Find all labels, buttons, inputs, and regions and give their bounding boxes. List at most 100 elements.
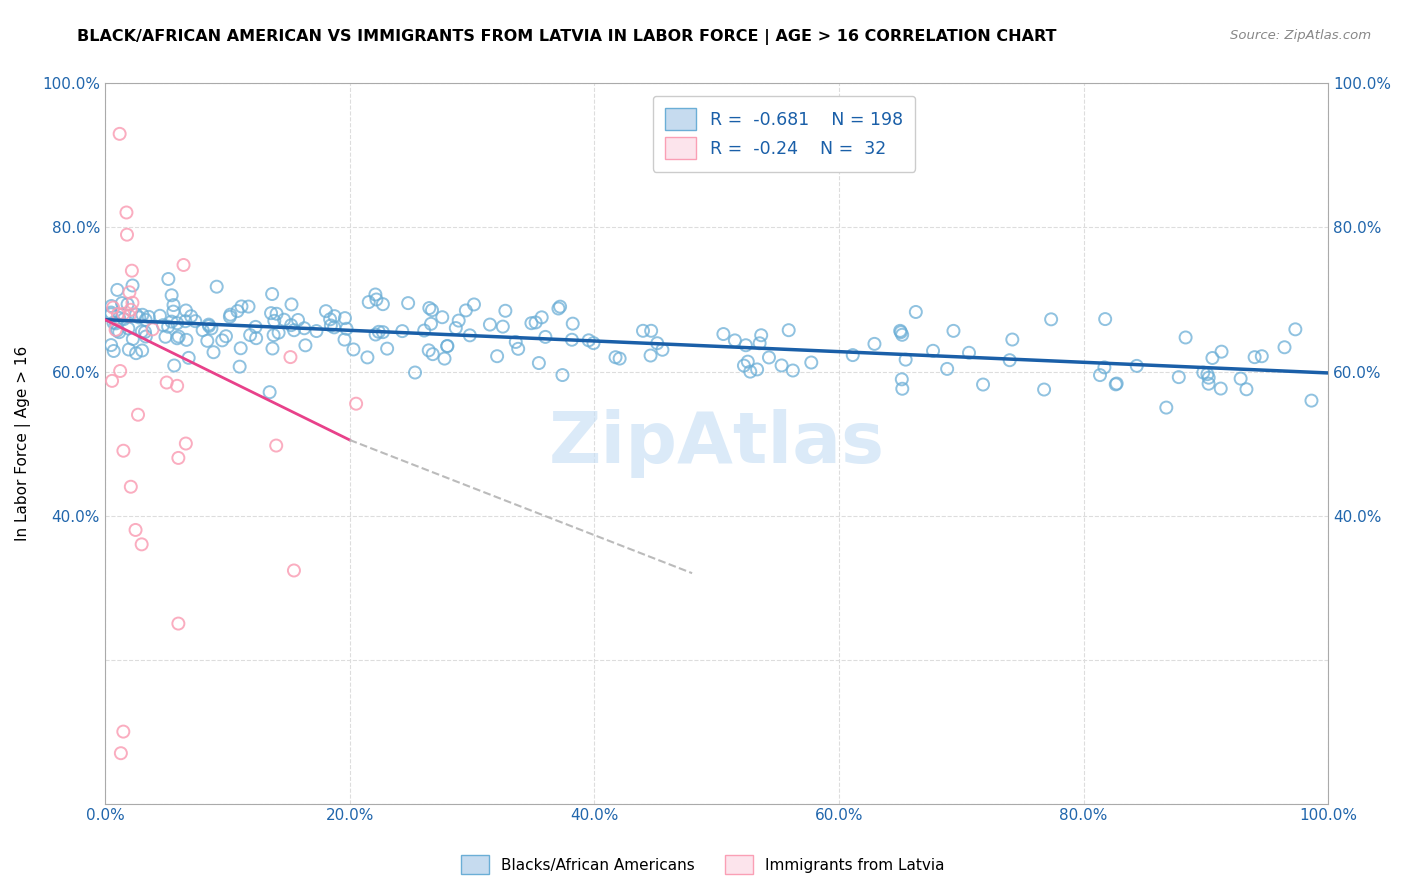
Point [112,724,135,739]
Point [1198,370,1220,384]
Point [200,321,222,335]
Point [891,327,914,342]
Point [100,338,122,352]
Point [422,347,444,361]
Text: BLACK/AFRICAN AMERICAN VS IMMIGRANTS FROM LATVIA IN LABOR FORCE | AGE > 16 CORRE: BLACK/AFRICAN AMERICAN VS IMMIGRANTS FRO… [77,29,1057,45]
Point [367,325,389,339]
Text: ZipAtlas: ZipAtlas [548,409,884,478]
Point [160,315,183,329]
Point [219,308,242,322]
Point [160,288,183,302]
Point [197,318,219,332]
Point [238,300,260,314]
Point [112,312,135,326]
Point [215,329,238,343]
Point [582,336,605,351]
Point [319,312,342,326]
Point [1201,351,1223,365]
Point [890,372,912,386]
Point [561,317,583,331]
Point [1301,393,1323,408]
Point [800,355,823,369]
Point [125,346,148,360]
Point [263,328,285,343]
Point [103,316,125,330]
Point [155,330,177,344]
Point [842,348,865,362]
Point [1229,371,1251,385]
Point [121,295,143,310]
Point [733,359,755,373]
Point [972,377,994,392]
Point [163,359,186,373]
Point [547,301,569,316]
Point [191,323,214,337]
Point [505,334,527,349]
Point [1088,368,1111,383]
Point [631,324,654,338]
Point [101,374,124,388]
Point [184,314,207,328]
Point [1126,359,1149,373]
Point [104,323,127,337]
Point [100,307,122,321]
Point [157,319,180,334]
Point [315,304,337,318]
Point [364,327,387,342]
Point [1209,382,1232,396]
Point [195,334,218,348]
Point [770,359,793,373]
Point [100,299,122,313]
Point [141,322,163,336]
Point [167,450,190,465]
Point [335,322,357,336]
Point [651,343,673,357]
Point [245,319,267,334]
Point [120,480,142,494]
Point [101,301,124,315]
Point [890,325,912,339]
Point [436,339,458,353]
Point [226,304,249,318]
Point [231,300,253,314]
Point [1092,360,1115,375]
Point [111,296,134,310]
Point [166,316,188,330]
Point [1174,330,1197,344]
Point [418,343,440,358]
Point [280,350,302,364]
Point [280,318,302,333]
Point [121,263,143,277]
Point [1211,344,1233,359]
Point [904,305,927,319]
Point [609,351,631,366]
Point [778,323,800,337]
Point [273,312,295,326]
Point [162,304,184,318]
Point [745,362,768,376]
Point [121,278,143,293]
Point [174,436,197,450]
Point [131,537,153,551]
Point [108,310,131,325]
Point [957,345,980,359]
Point [283,564,305,578]
Point [177,351,200,365]
Point [1105,376,1128,391]
Point [1236,382,1258,396]
Point [319,318,342,333]
Point [292,321,315,335]
Legend: R =  -0.681    N = 198, R =  -0.24    N =  32: R = -0.681 N = 198, R = -0.24 N = 32 [652,95,915,171]
Point [108,325,131,339]
Point [167,329,190,343]
Point [1094,312,1116,326]
Point [112,307,135,321]
Point [524,316,547,330]
Point [463,297,485,311]
Point [889,324,911,338]
Point [458,328,481,343]
Point [356,351,378,365]
Point [420,303,443,318]
Legend: Blacks/African Americans, Immigrants from Latvia: Blacks/African Americans, Immigrants fro… [456,849,950,880]
Point [894,352,917,367]
